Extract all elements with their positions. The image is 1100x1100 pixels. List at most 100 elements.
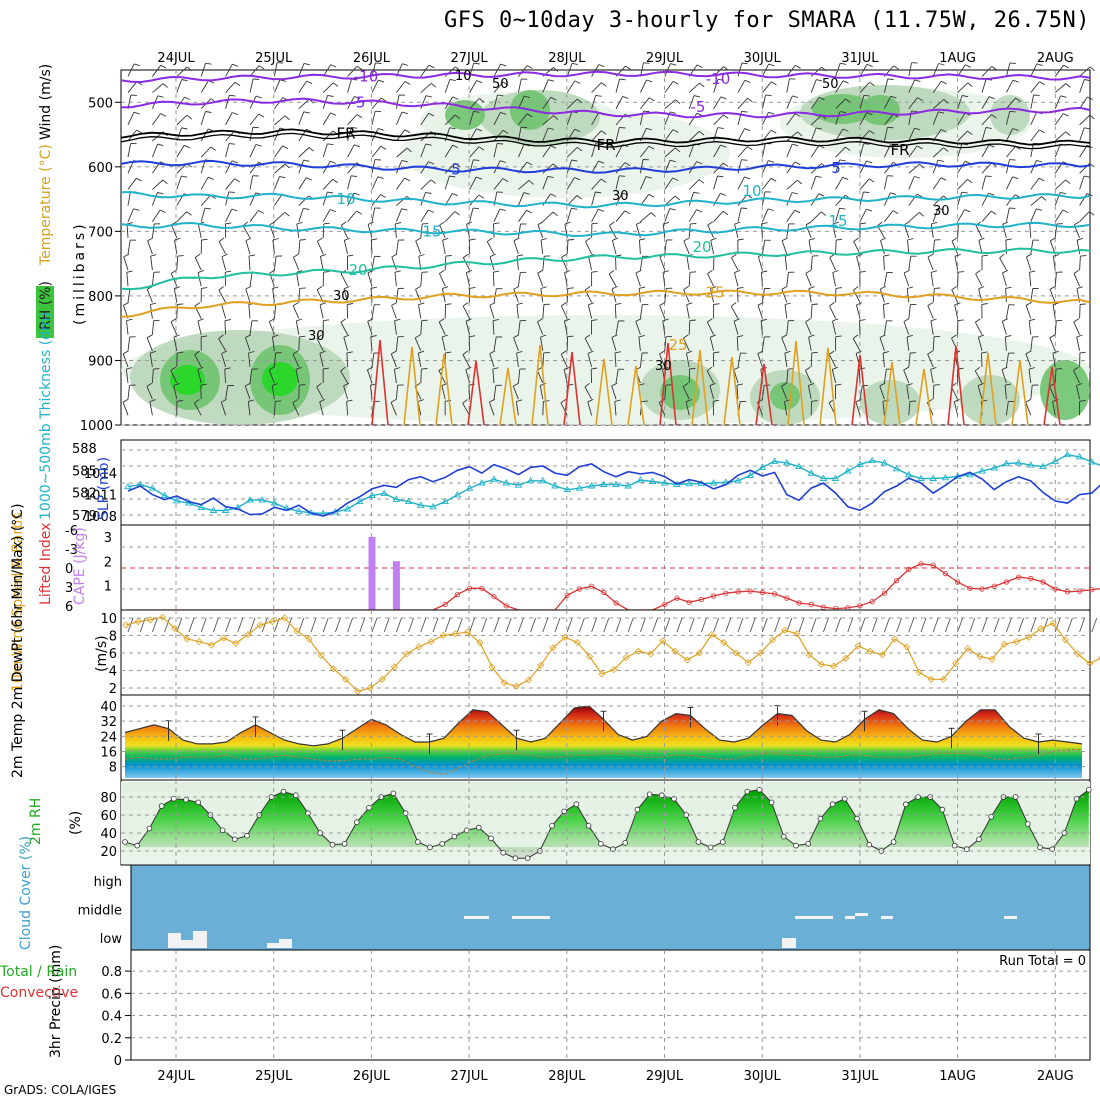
- wind10m-marker: [695, 649, 703, 657]
- wind10m-marker: [1061, 636, 1069, 644]
- wind-barb-flag: [672, 129, 679, 133]
- wind-barb-flag: [272, 383, 279, 386]
- wind-barb-flag: [863, 191, 870, 194]
- thickness-marker: [978, 467, 986, 474]
- wind-barb: [591, 191, 596, 206]
- wind-barb-flag: [1053, 254, 1060, 257]
- wind-barb-flag: [1052, 399, 1059, 403]
- wind-barb-flag: [316, 382, 322, 388]
- wind10m-barb: [151, 617, 158, 633]
- wind-barb-flag: [967, 179, 973, 184]
- wind-barb: [274, 145, 283, 158]
- wind-barb-flag: [497, 94, 504, 97]
- wind-barb: [1079, 256, 1081, 271]
- wind10m-tick-label: 2: [109, 682, 117, 697]
- wind-barb: [542, 97, 552, 109]
- wind-barb: [515, 401, 519, 416]
- wind-barb: [1079, 175, 1085, 190]
- li-marker: [784, 595, 790, 601]
- wind-barb: [493, 143, 498, 158]
- wind10m-barb: [1091, 617, 1098, 633]
- wind-barb-flag: [415, 286, 421, 290]
- li-marker: [662, 601, 668, 608]
- wind10m-marker: [464, 628, 472, 636]
- wind-barb-flag: [1060, 95, 1067, 98]
- wind-barb: [786, 78, 790, 93]
- wind-barb-flag: [591, 222, 598, 225]
- wind-barb: [883, 272, 888, 287]
- wind-barb: [566, 80, 576, 93]
- wind-barb: [469, 146, 480, 158]
- wind-barb: [248, 256, 251, 271]
- wind-barb: [957, 209, 965, 222]
- wind-barb: [271, 336, 275, 351]
- wind-barb-flag: [462, 399, 468, 404]
- wind-barb: [614, 352, 617, 367]
- thickness-marker: [160, 491, 169, 499]
- wind-barb-flag: [710, 286, 717, 290]
- wind-barb: [176, 256, 179, 271]
- wind-barb-flag: [1089, 114, 1095, 120]
- wind-barb-flag: [811, 400, 818, 402]
- wind10m-barb: [1042, 617, 1049, 633]
- wind-barb-flag: [224, 319, 231, 322]
- rh-marker: [1086, 786, 1092, 793]
- wind-barb: [127, 143, 132, 158]
- wind-barb: [903, 272, 910, 287]
- wind-barb: [835, 128, 844, 142]
- wind-barb-flag: [1073, 366, 1079, 371]
- wind-barb-flag: [737, 335, 744, 338]
- wind-barb-flag: [454, 162, 461, 168]
- wind-barb-flag: [1060, 191, 1066, 195]
- wind-barb-flag: [1005, 238, 1012, 241]
- wind-barb: [1076, 240, 1081, 255]
- wind-barb-flag: [731, 253, 737, 259]
- wind-barb: [957, 272, 959, 287]
- rh-marker: [732, 804, 738, 811]
- wind-barb: [395, 160, 403, 174]
- precip-axis: 00.20.40.60.8: [101, 965, 131, 1069]
- wind-barb-flag: [576, 146, 583, 152]
- rh-shade: [170, 365, 205, 395]
- wind-barb: [542, 115, 554, 126]
- li-marker: [991, 583, 997, 589]
- rh-marker: [793, 842, 799, 849]
- rh-marker: [366, 804, 372, 811]
- wind-barb-flag: [958, 271, 965, 273]
- wind-barb-flag: [835, 383, 842, 386]
- wind10m-marker: [744, 659, 752, 667]
- rh-marker: [439, 840, 446, 847]
- wind10m-barb: [591, 617, 598, 633]
- wind-barb: [664, 63, 671, 77]
- wind-barb: [367, 272, 373, 287]
- wind-barb: [1030, 208, 1037, 222]
- wind10m-barb: [261, 617, 268, 633]
- wind-barb-flag: [560, 399, 567, 404]
- wind-barb: [173, 336, 178, 351]
- wind-barb-flag: [421, 368, 428, 370]
- wind-barb-flag: [296, 270, 303, 273]
- wind-barb-flag: [741, 62, 748, 65]
- wind-barb-flag: [401, 111, 408, 115]
- wind-barb: [149, 401, 153, 416]
- thickness-marker: [502, 479, 510, 486]
- wind-barb-flag: [523, 192, 530, 195]
- wind-barb: [1004, 336, 1007, 351]
- wind10m-barb: [542, 617, 549, 633]
- wind-barb-flag: [1080, 303, 1087, 305]
- wind10m-barb: [383, 617, 390, 633]
- wind-barb-flag: [808, 237, 816, 241]
- li-marker: [820, 604, 827, 610]
- wind-barb-flag: [455, 66, 461, 71]
- wind-barb-flag: [842, 80, 849, 84]
- wind-barb-flag: [1084, 79, 1091, 82]
- wind-barb-flag: [340, 318, 346, 323]
- wind-barb: [852, 338, 861, 351]
- rh-marker: [976, 836, 982, 843]
- wind-barb-flag: [938, 63, 945, 66]
- wind10m-barb: [481, 617, 488, 633]
- ylabel-rh2m: 2m RH: [28, 798, 44, 845]
- wind10m-barb: [334, 617, 341, 633]
- wind10m-barb: [176, 617, 183, 633]
